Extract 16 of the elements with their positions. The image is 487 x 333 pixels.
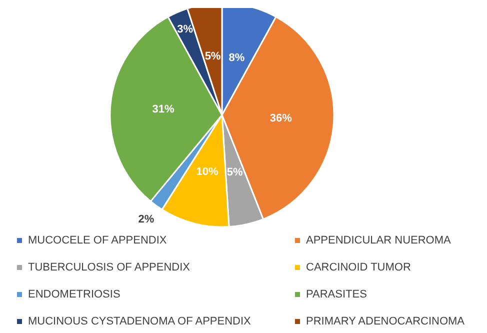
legend-label: MUCOCELE OF APPENDIX xyxy=(28,234,168,246)
data-label: 36% xyxy=(270,112,292,125)
legend-label: APPENDICULAR NUEROMA xyxy=(306,234,452,246)
data-label: 3% xyxy=(177,24,194,36)
data-label: 31% xyxy=(152,103,174,116)
legend-label: PARASITES xyxy=(306,288,367,300)
legend-label: PRIMARY ADENOCARCINOMA xyxy=(306,316,466,328)
data-label: 5% xyxy=(204,50,221,63)
data-label: 5% xyxy=(226,166,244,179)
data-label: 10% xyxy=(196,166,219,178)
data-label: 8% xyxy=(228,52,245,64)
legend-label: TUBERCULOSIS OF APPENDIX xyxy=(28,262,191,274)
data-label: 2% xyxy=(138,213,154,226)
legend-label: CARCINOID TUMOR xyxy=(306,262,411,274)
legend-label: ENDOMETRIOSIS xyxy=(28,288,120,300)
legend-label: MUCINOUS CYSTADENOMA OF APPENDIX xyxy=(28,316,252,328)
